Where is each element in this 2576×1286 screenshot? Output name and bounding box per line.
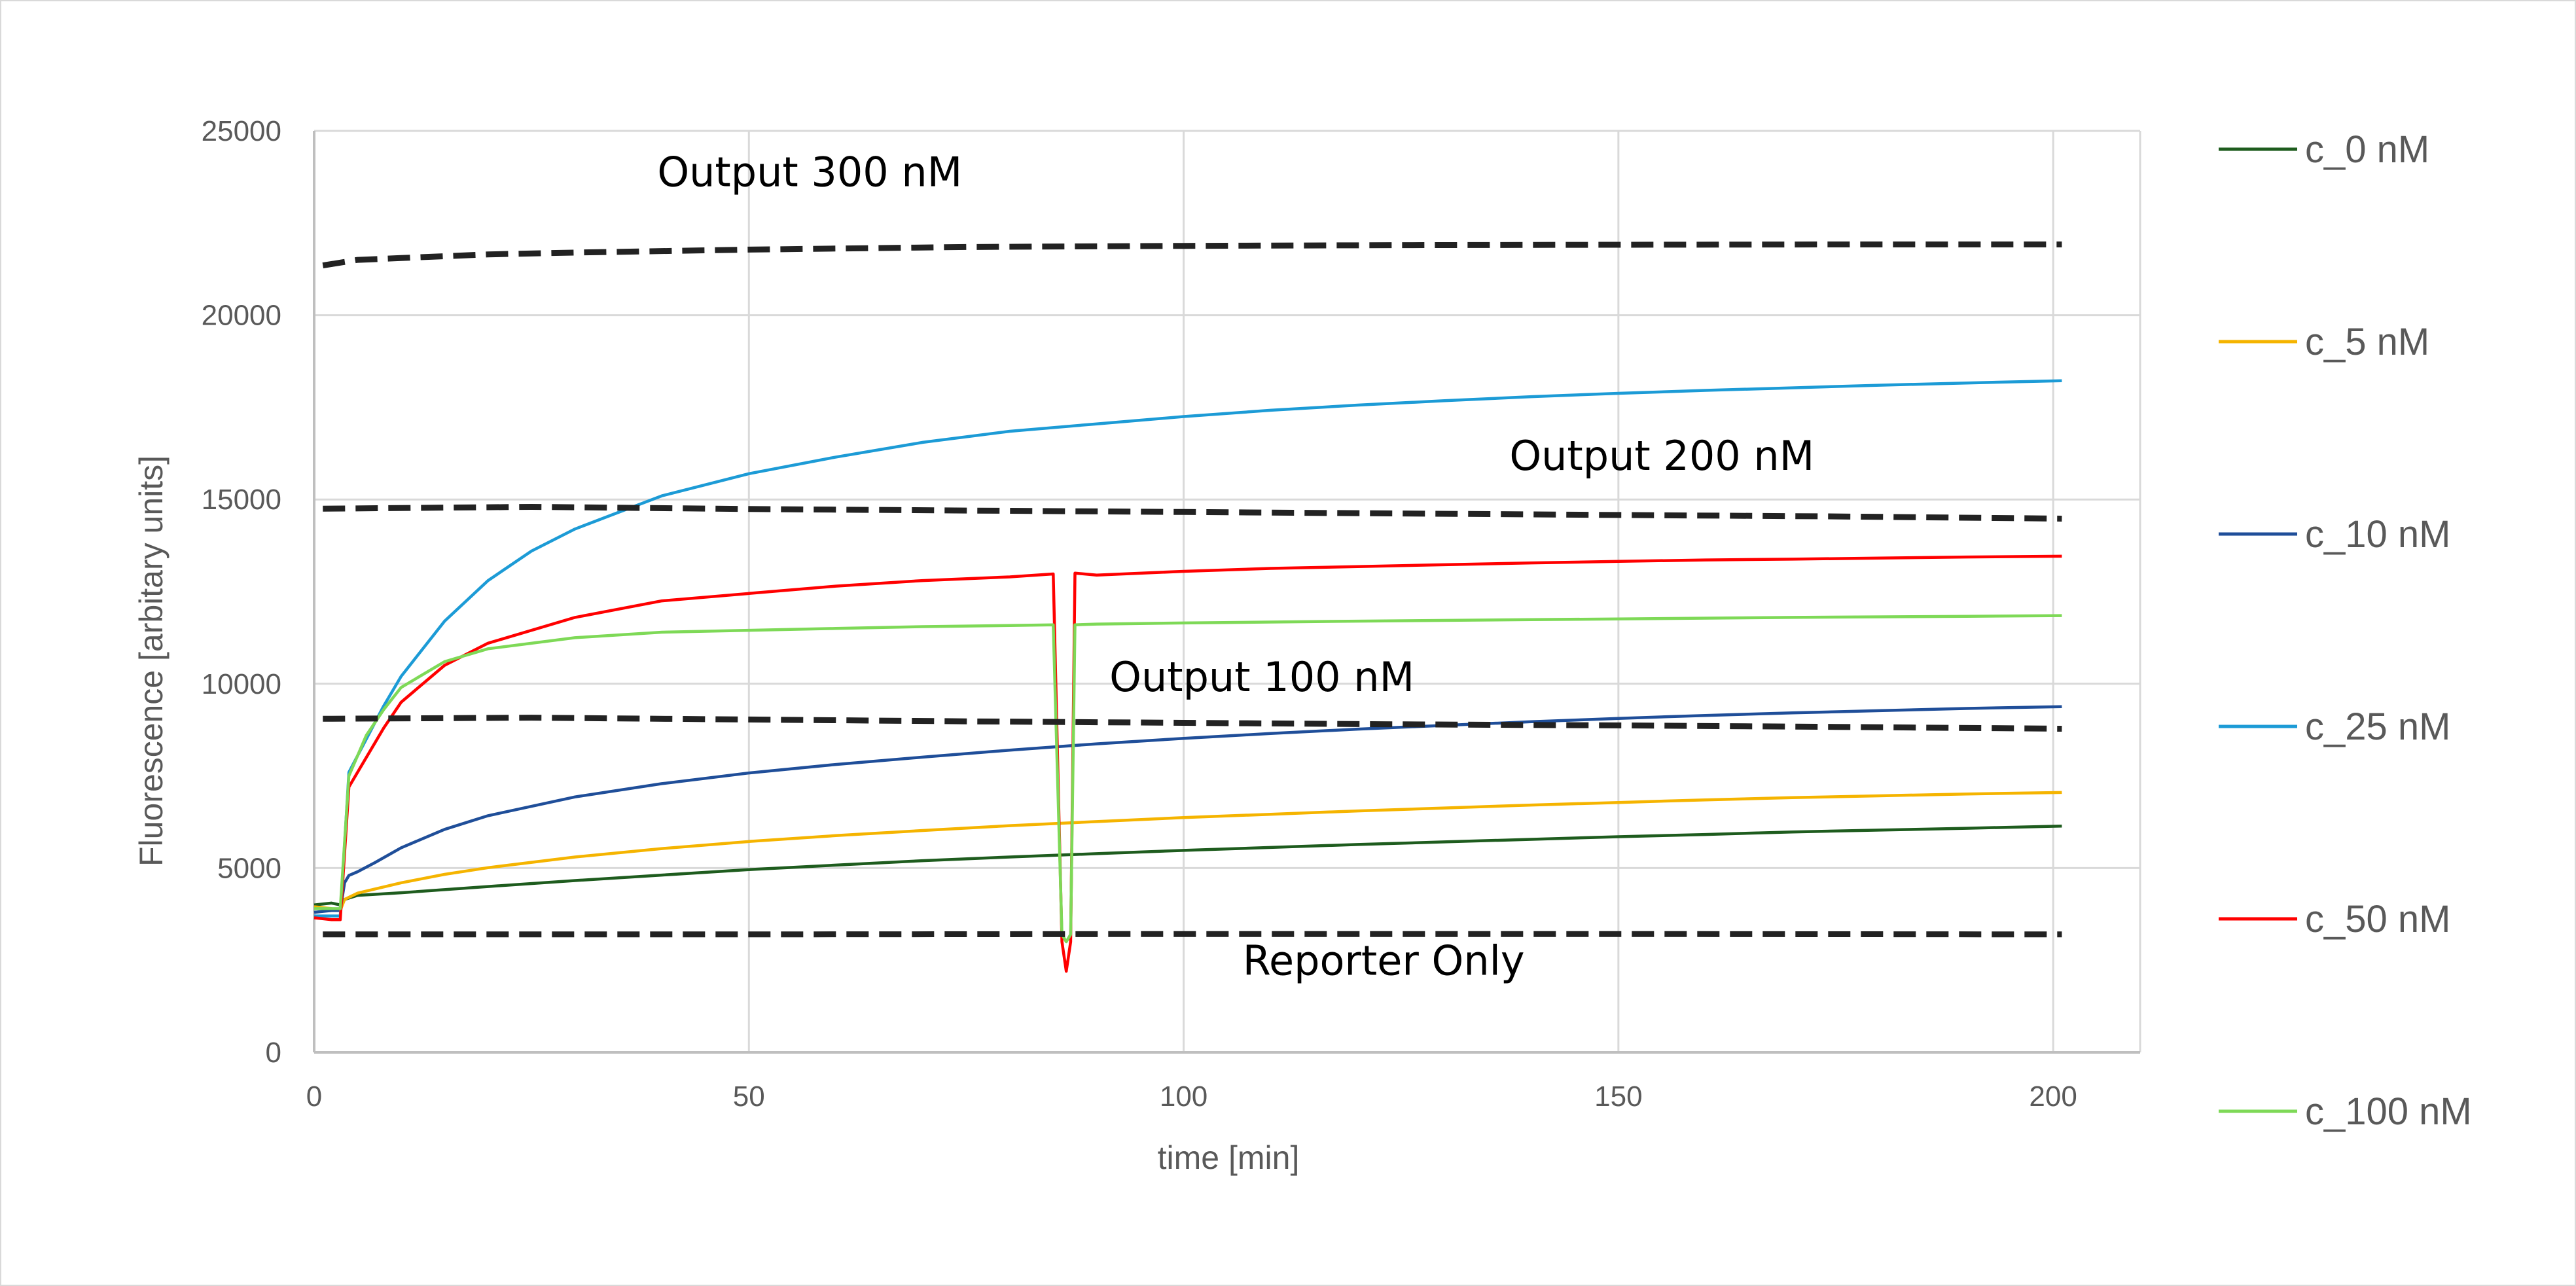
legend: c_0 nM c_5 nM c_10 nM c_25 nM c_50 nM c_100 n…	[2219, 128, 2472, 1133]
annotation-output-200-nm: Output 200 nM	[1509, 432, 1814, 480]
annotation-reporter-only: Reporter Only	[1243, 937, 1525, 985]
legend-label-c-10-nm: c_10 nM	[2305, 513, 2450, 556]
series-line-output-100-nm	[323, 715, 2062, 732]
annotation-output-300-nm: Output 300 nM	[657, 148, 962, 196]
y-tick-label: 10000	[202, 668, 281, 700]
series-line-c-10-nm	[313, 705, 2062, 914]
y-tick-label: 5000	[217, 852, 281, 884]
series-layer	[313, 241, 2062, 973]
annotation-output-100-nm: Output 100 nM	[1109, 653, 1414, 701]
axis-layer: 0 5000 10000 15000 20000 25000 0 50 100 150 200	[202, 115, 2140, 1113]
series-line-output-300-nm	[322, 241, 2062, 269]
x-tick-label: 150	[1594, 1081, 1642, 1113]
legend-label-c-50-nm: c_50 nM	[2305, 898, 2450, 940]
x-tick-label: 100	[1160, 1081, 1208, 1113]
y-tick-label: 25000	[202, 115, 281, 147]
legend-label-c-100-nm: c_100 nM	[2305, 1090, 2472, 1133]
legend-label-c-0-nm: c_0 nM	[2305, 128, 2429, 171]
y-tick-label: 0	[266, 1037, 281, 1069]
grid-layer	[313, 130, 2141, 1054]
series-line-output-200-nm	[323, 504, 2062, 522]
series-line-c-0-nm	[313, 824, 2062, 906]
x-tick-label: 200	[2029, 1081, 2077, 1113]
y-tick-label: 15000	[202, 484, 281, 516]
x-axis-title: time [min]	[1158, 1139, 1300, 1176]
annotation-layer: Output 300 nM Output 200 nM Output 100 nM R…	[657, 148, 1814, 984]
series-line-c-5-nm	[313, 791, 2062, 912]
y-axis-title: Fluorescence [arbitary units]	[133, 455, 170, 866]
series-line-reporter-only	[323, 931, 2062, 938]
x-tick-label: 50	[733, 1081, 765, 1113]
legend-label-c-25-nm: c_25 nM	[2305, 706, 2450, 748]
legend-label-c-5-nm: c_5 nM	[2305, 321, 2429, 363]
y-tick-label: 20000	[202, 300, 281, 332]
x-tick-label: 0	[306, 1081, 322, 1113]
series-line-c-100-nm	[314, 614, 2062, 944]
